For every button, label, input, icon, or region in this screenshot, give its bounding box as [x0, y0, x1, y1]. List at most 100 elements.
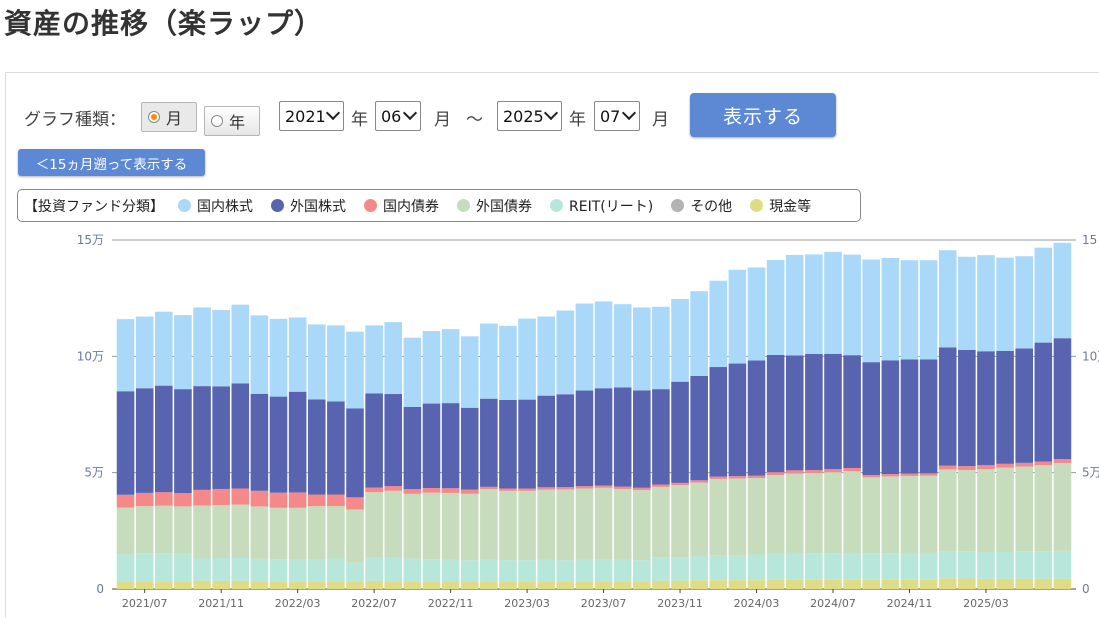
bar-segment	[785, 470, 804, 474]
start-month-select[interactable]: 06	[375, 101, 421, 131]
x-tick-label: 2025/03	[963, 597, 1009, 610]
bar-segment	[116, 554, 135, 583]
bar-segment	[575, 488, 594, 560]
bar-segment	[327, 325, 345, 402]
show-button[interactable]: 表示する	[690, 93, 836, 137]
bar-segment	[575, 581, 594, 589]
bar-segment	[862, 553, 881, 580]
bar-segment	[766, 472, 785, 475]
bar-segment	[824, 472, 842, 554]
legend-item: 外国株式	[271, 196, 346, 216]
bar-segment	[403, 581, 422, 589]
bar-segment	[174, 582, 192, 589]
x-tick-label: 2024/11	[887, 597, 933, 610]
end-month-value: 07	[600, 106, 621, 126]
bar-segment	[307, 324, 326, 400]
bar-segment	[307, 581, 326, 589]
bar-segment	[403, 406, 422, 490]
bar-segment	[537, 316, 555, 396]
bar-segment	[919, 552, 938, 580]
back-15-months-button[interactable]: ＜15ヵ月遡って表示する	[18, 149, 205, 176]
bar-segment	[116, 319, 135, 392]
bar-segment	[1034, 551, 1053, 579]
bar-segment	[155, 582, 173, 589]
bar-segment	[652, 580, 670, 589]
bar-segment	[250, 558, 269, 582]
bar-segment	[231, 558, 250, 581]
radio-month[interactable]: 月	[141, 102, 197, 132]
bar-segment	[174, 389, 192, 494]
end-year-select[interactable]: 2025	[497, 101, 562, 131]
bar-segment	[633, 490, 651, 561]
bar-segment	[881, 579, 900, 589]
bar-segment	[269, 318, 288, 397]
bar-segment	[422, 488, 441, 493]
bar-segment	[250, 393, 269, 491]
bar-segment	[403, 493, 422, 559]
bar-segment	[805, 579, 823, 589]
bar-segment	[288, 492, 307, 508]
bar-segment	[671, 482, 689, 486]
legend-label: 外国債券	[476, 198, 532, 215]
bar-segment	[327, 558, 345, 582]
x-tick-label: 2021/11	[198, 597, 244, 610]
legend-item: 現金等	[750, 196, 811, 216]
bar-segment	[881, 476, 900, 554]
bar-segment	[499, 490, 517, 561]
legend-title: 【投資ファンド分類】	[24, 198, 164, 215]
legend-item: その他	[671, 196, 732, 216]
bar-segment	[862, 477, 881, 554]
bar-segment	[288, 391, 307, 493]
start-year-select[interactable]: 2021	[279, 101, 344, 131]
radio-year[interactable]: 年	[204, 106, 260, 136]
bar-segment	[441, 329, 460, 404]
bar-segment	[403, 337, 422, 407]
bar-segment	[843, 254, 861, 356]
bar-segment	[537, 395, 555, 488]
bar-segment	[785, 552, 804, 580]
bar-segment	[269, 396, 288, 493]
bar-segment	[709, 280, 728, 368]
x-tick-label: 2022/03	[275, 597, 321, 610]
bar-segment	[862, 579, 881, 589]
bar-segment	[938, 250, 957, 348]
bar-segment	[155, 492, 173, 506]
bar-segment	[1015, 348, 1033, 463]
bar-segment	[919, 260, 938, 360]
bar-segment	[633, 560, 651, 582]
range-separator: ～	[466, 110, 483, 130]
radio-month-label: 月	[166, 109, 183, 128]
bar-segment	[174, 506, 192, 554]
bar-segment	[365, 492, 383, 558]
bar-segment	[1034, 578, 1053, 589]
bar-segment	[977, 552, 995, 579]
bar-segment	[633, 581, 651, 589]
start-year-unit: 年	[351, 110, 368, 130]
bar-segment	[938, 469, 957, 552]
bar-segment	[556, 581, 575, 589]
bar-segment	[1034, 461, 1053, 466]
bar-segment	[843, 355, 861, 469]
bar-segment	[327, 494, 345, 507]
bar-segment	[1015, 578, 1033, 589]
bar-segment	[766, 579, 785, 589]
bar-segment	[346, 497, 364, 510]
chevron-down-icon	[325, 105, 341, 121]
bar-segment	[460, 336, 479, 408]
bar-segment	[728, 363, 747, 477]
end-month-unit: 月	[652, 110, 669, 130]
bar-segment	[1053, 242, 1072, 339]
x-tick-label: 2022/07	[351, 597, 397, 610]
end-month-select[interactable]: 07	[594, 101, 640, 131]
bar-segment	[977, 578, 995, 589]
asset-chart-panel	[5, 72, 1099, 618]
bar-segment	[690, 480, 708, 483]
bar-segment	[288, 317, 307, 392]
bar-segment	[785, 254, 804, 356]
bar-segment	[422, 330, 441, 404]
bar-segment	[824, 251, 842, 354]
bar-segment	[690, 375, 708, 481]
legend-swatch	[750, 199, 764, 212]
bar-segment	[556, 394, 575, 488]
y-tick-label-right: 5万	[1082, 466, 1099, 480]
